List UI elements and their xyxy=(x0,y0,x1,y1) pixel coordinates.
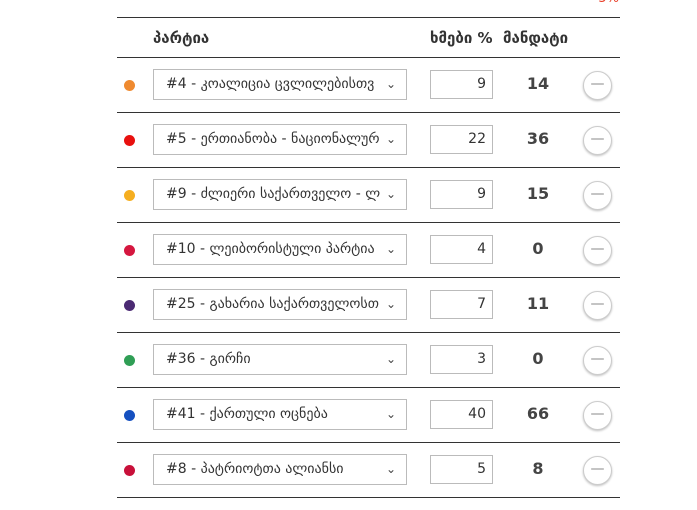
votes-percent-input[interactable]: 9 xyxy=(430,70,493,99)
party-select-value: #36 - გირჩი xyxy=(166,351,251,367)
party-select-value: #4 - კოალიცია ცვლილებისთვ xyxy=(166,76,375,92)
votes-percent-input[interactable]: 4 xyxy=(430,235,493,264)
mandates-value: 66 xyxy=(526,404,550,423)
party-select-value: #8 - პატრიოტთა ალიანსი xyxy=(166,461,344,477)
minus-icon: — xyxy=(590,186,605,202)
party-color-dot xyxy=(124,465,135,476)
party-color-dot xyxy=(124,80,135,91)
party-select-value: #5 - ერთიანობა - ნაციონალურ xyxy=(166,131,380,147)
remove-party-button[interactable]: — xyxy=(583,346,612,375)
votes-percent-input[interactable]: 40 xyxy=(430,400,493,429)
chevron-down-icon: ⌄ xyxy=(385,297,396,311)
party-color-dot xyxy=(124,410,135,421)
party-color-dot xyxy=(124,355,135,366)
chevron-down-icon: ⌄ xyxy=(385,407,396,421)
minus-icon: — xyxy=(590,241,605,257)
remove-party-button[interactable]: — xyxy=(583,291,612,320)
threshold-value: 5% xyxy=(598,0,619,6)
party-table: პარტია ხმები % მანდატი #4 - კოალიცია ცვლ… xyxy=(117,17,620,498)
remove-party-button[interactable]: — xyxy=(583,126,612,155)
mandates-value: 8 xyxy=(532,459,544,478)
party-select-value: #41 - ქართული ოცნება xyxy=(166,406,328,422)
chevron-down-icon: ⌄ xyxy=(385,242,396,256)
party-select-value: #10 - ლეიბორისტული პარტია xyxy=(166,241,375,257)
party-select[interactable]: #41 - ქართული ოცნება ⌄ xyxy=(153,399,407,430)
header-party: პარტია xyxy=(153,29,210,47)
chevron-down-icon: ⌄ xyxy=(385,462,396,476)
party-select[interactable]: #36 - გირჩი ⌄ xyxy=(153,344,407,375)
minus-icon: — xyxy=(590,76,605,92)
party-select[interactable]: #9 - ძლიერი საქართველო - ლ ⌄ xyxy=(153,179,407,210)
minus-icon: — xyxy=(590,131,605,147)
mandates-value: 36 xyxy=(526,129,550,148)
party-select[interactable]: #25 - გახარია საქართველოსთ ⌄ xyxy=(153,289,407,320)
party-color-dot xyxy=(124,300,135,311)
party-color-dot xyxy=(124,190,135,201)
table-row: #36 - გირჩი ⌄ 3 0 — xyxy=(117,333,620,388)
table-row: #8 - პატრიოტთა ალიანსი ⌄ 5 8 — xyxy=(117,443,620,498)
threshold-note: 5% xyxy=(598,0,619,6)
table-row: #25 - გახარია საქართველოსთ ⌄ 7 11 — xyxy=(117,278,620,333)
party-select-value: #25 - გახარია საქართველოსთ xyxy=(166,296,379,312)
votes-percent-input[interactable]: 3 xyxy=(430,345,493,374)
party-select[interactable]: #4 - კოალიცია ცვლილებისთვ ⌄ xyxy=(153,69,407,100)
chevron-down-icon: ⌄ xyxy=(385,187,396,201)
mandates-value: 0 xyxy=(532,239,544,258)
table-header: პარტია ხმები % მანდატი xyxy=(117,18,620,58)
minus-icon: — xyxy=(590,296,605,312)
remove-party-button[interactable]: — xyxy=(583,456,612,485)
mandates-value: 0 xyxy=(532,349,544,368)
party-select[interactable]: #8 - პატრიოტთა ალიანსი ⌄ xyxy=(153,454,407,485)
remove-party-button[interactable]: — xyxy=(583,71,612,100)
header-mandates: მანდატი xyxy=(503,29,569,47)
votes-percent-input[interactable]: 7 xyxy=(430,290,493,319)
mandates-value: 15 xyxy=(526,184,550,203)
votes-percent-input[interactable]: 9 xyxy=(430,180,493,209)
table-row: #10 - ლეიბორისტული პარტია ⌄ 4 0 — xyxy=(117,223,620,278)
chevron-down-icon: ⌄ xyxy=(385,132,396,146)
mandates-value: 14 xyxy=(526,74,550,93)
table-row: #41 - ქართული ოცნება ⌄ 40 66 — xyxy=(117,388,620,443)
header-votes: ხმები % xyxy=(430,29,493,47)
minus-icon: — xyxy=(590,461,605,477)
mandates-value: 11 xyxy=(526,294,550,313)
party-select[interactable]: #10 - ლეიბორისტული პარტია ⌄ xyxy=(153,234,407,265)
minus-icon: — xyxy=(590,406,605,422)
table-row: #9 - ძლიერი საქართველო - ლ ⌄ 9 15 — xyxy=(117,168,620,223)
remove-party-button[interactable]: — xyxy=(583,236,612,265)
party-select-value: #9 - ძლიერი საქართველო - ლ xyxy=(166,186,381,202)
table-row: #5 - ერთიანობა - ნაციონალურ ⌄ 22 36 — xyxy=(117,113,620,168)
votes-percent-input[interactable]: 22 xyxy=(430,125,493,154)
minus-icon: — xyxy=(590,351,605,367)
party-color-dot xyxy=(124,135,135,146)
remove-party-button[interactable]: — xyxy=(583,181,612,210)
table-row: #4 - კოალიცია ცვლილებისთვ ⌄ 9 14 — xyxy=(117,58,620,113)
votes-percent-input[interactable]: 5 xyxy=(430,455,493,484)
chevron-down-icon: ⌄ xyxy=(385,352,396,366)
remove-party-button[interactable]: — xyxy=(583,401,612,430)
chevron-down-icon: ⌄ xyxy=(385,77,396,91)
party-color-dot xyxy=(124,245,135,256)
party-select[interactable]: #5 - ერთიანობა - ნაციონალურ ⌄ xyxy=(153,124,407,155)
